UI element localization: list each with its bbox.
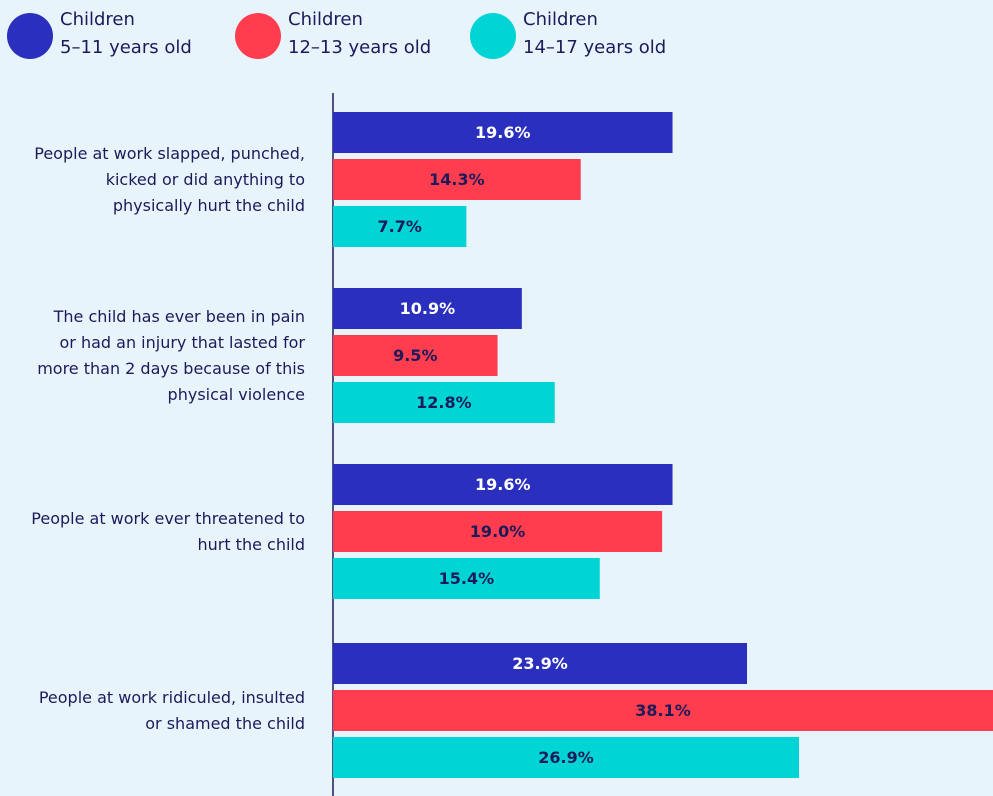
value-label: 19.6% (475, 123, 531, 142)
bar (333, 159, 581, 200)
legend-label: Children 14–17 years old (523, 9, 667, 58)
bar (333, 382, 555, 423)
bar (333, 737, 799, 778)
value-label: 23.9% (512, 654, 568, 673)
category-label: People at work ever threatened to hurt t… (31, 508, 305, 554)
legend-swatch (470, 13, 516, 59)
category-label: People at work slapped, punched, kicked … (34, 143, 305, 215)
category-label: People at work ridiculed, insulted or sh… (38, 687, 305, 733)
legend-label: Children 5–11 years old (60, 9, 192, 58)
value-label: 38.1% (635, 701, 691, 720)
value-label: 14.3% (429, 170, 485, 189)
bar (333, 643, 748, 684)
value-label: 15.4% (439, 569, 495, 588)
bar (333, 690, 993, 731)
category-label: The child has ever been in pain or had a… (37, 306, 305, 404)
legend-label: Children 12–13 years old (288, 9, 432, 58)
bar (333, 464, 673, 505)
value-label: 10.9% (400, 299, 456, 318)
bar (333, 112, 673, 153)
bar (333, 558, 600, 599)
bar (333, 288, 522, 329)
value-label: 12.8% (416, 393, 472, 412)
value-label: 9.5% (393, 346, 437, 365)
value-label: 26.9% (538, 748, 594, 767)
bar (333, 206, 467, 247)
value-label: 19.0% (470, 522, 526, 541)
bar (333, 511, 663, 552)
legend-swatch (7, 13, 53, 59)
value-label: 7.7% (378, 217, 422, 236)
bar (333, 335, 498, 376)
legend-swatch (235, 13, 281, 59)
value-label: 19.6% (475, 475, 531, 494)
